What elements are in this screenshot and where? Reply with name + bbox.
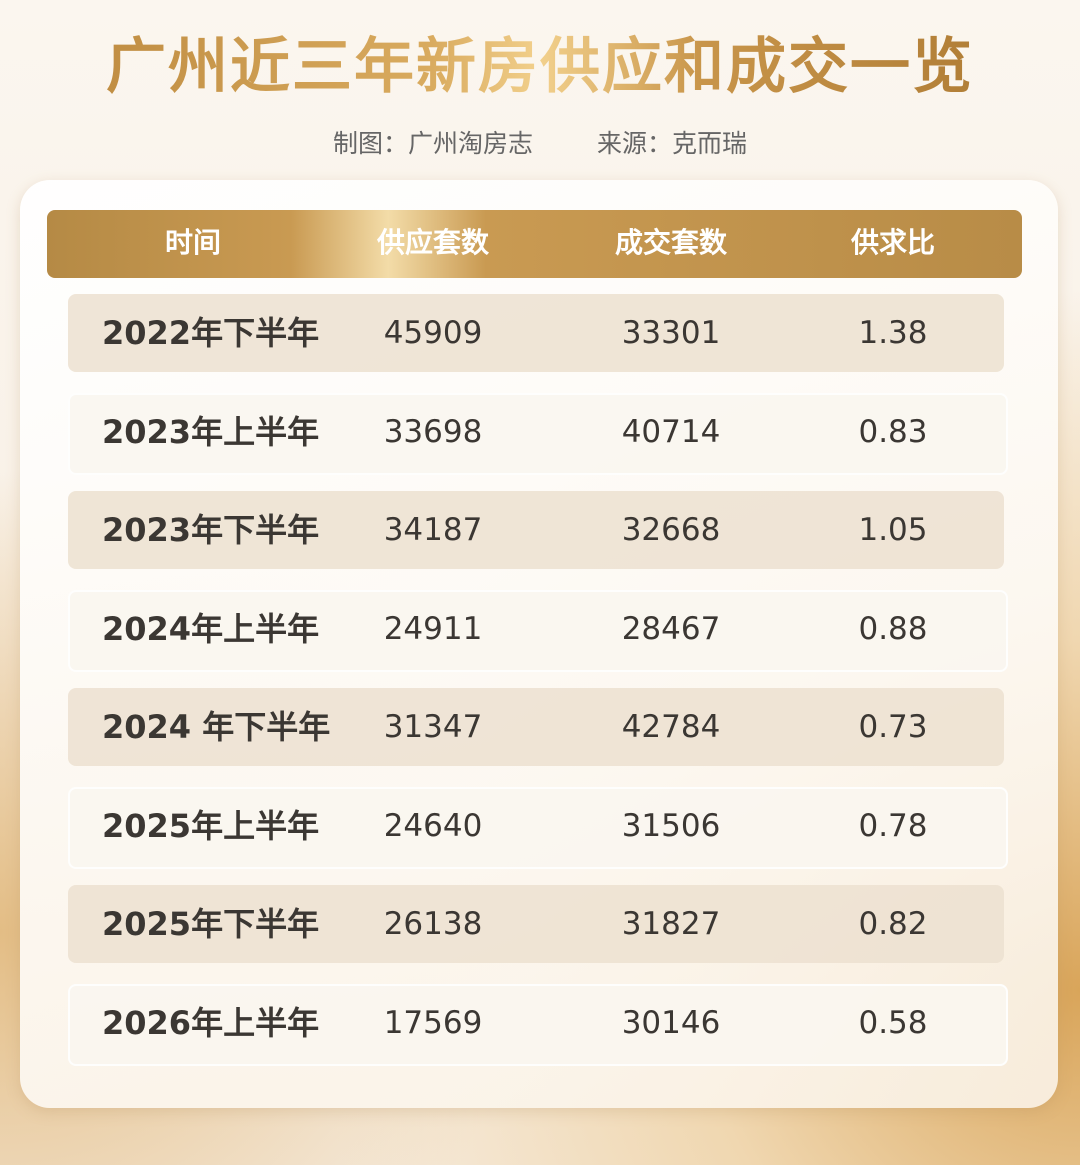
table-cell: 33698 [383, 413, 483, 450]
table-cell: 0.78 [858, 807, 928, 844]
row-label: 2023年上半年 [102, 412, 320, 451]
table-cell: 42784 [621, 709, 721, 745]
table-cell: 0.73 [858, 709, 928, 745]
table-row [68, 983, 1008, 1066]
table-cell: 31506 [621, 807, 721, 844]
table-row [68, 885, 1004, 963]
table-cell: 0.83 [858, 413, 928, 450]
table-cell: 45909 [383, 315, 483, 351]
column-header: 供求比 [850, 226, 935, 259]
table-row [68, 688, 1004, 766]
table-row [68, 589, 1008, 672]
column-header: 成交套数 [614, 226, 727, 259]
row-label: 2024 年下半年 [102, 708, 331, 746]
table-cell: 0.58 [858, 1004, 928, 1041]
row-label: 2025年上半年 [102, 806, 320, 845]
table-row [68, 392, 1008, 475]
row-label: 2023年下半年 [102, 511, 320, 549]
table-cell: 26138 [383, 906, 483, 942]
table-cell: 17569 [383, 1004, 483, 1041]
table-cell: 28467 [621, 610, 721, 647]
row-label: 2024年上半年 [102, 609, 320, 648]
source: 来源：克而瑞 [597, 129, 748, 158]
table-cell: 31347 [383, 709, 483, 745]
title: 广州近三年新房供应和成交一览 [0, 18, 1080, 105]
table-cell: 0.82 [858, 906, 928, 942]
table-cell: 40714 [621, 413, 721, 450]
table-cell: 32668 [621, 512, 721, 548]
table-cell: 33301 [621, 315, 721, 351]
table-row [68, 491, 1004, 569]
column-header: 时间 [164, 226, 221, 259]
credit: 制图：广州淘房志 [332, 129, 533, 158]
table-cell: 31827 [621, 906, 721, 942]
table-cell: 1.38 [858, 315, 928, 351]
row-label: 2025年下半年 [102, 905, 320, 943]
row-label: 2026年上半年 [102, 1003, 320, 1042]
table-row [68, 294, 1004, 372]
table-cell: 0.88 [858, 610, 928, 647]
row-label: 2022年下半年 [102, 314, 320, 352]
table-cell: 34187 [383, 512, 483, 548]
table-cell: 30146 [621, 1004, 721, 1041]
table-cell: 24640 [383, 807, 483, 844]
table-cell: 24911 [383, 610, 483, 647]
column-header: 供应套数 [376, 226, 489, 259]
header-bar [47, 210, 1022, 278]
table-row [68, 786, 1008, 869]
subtitle: 制图：广州淘房志 来源：克而瑞 [0, 124, 1080, 160]
table-cell: 1.05 [858, 512, 928, 548]
